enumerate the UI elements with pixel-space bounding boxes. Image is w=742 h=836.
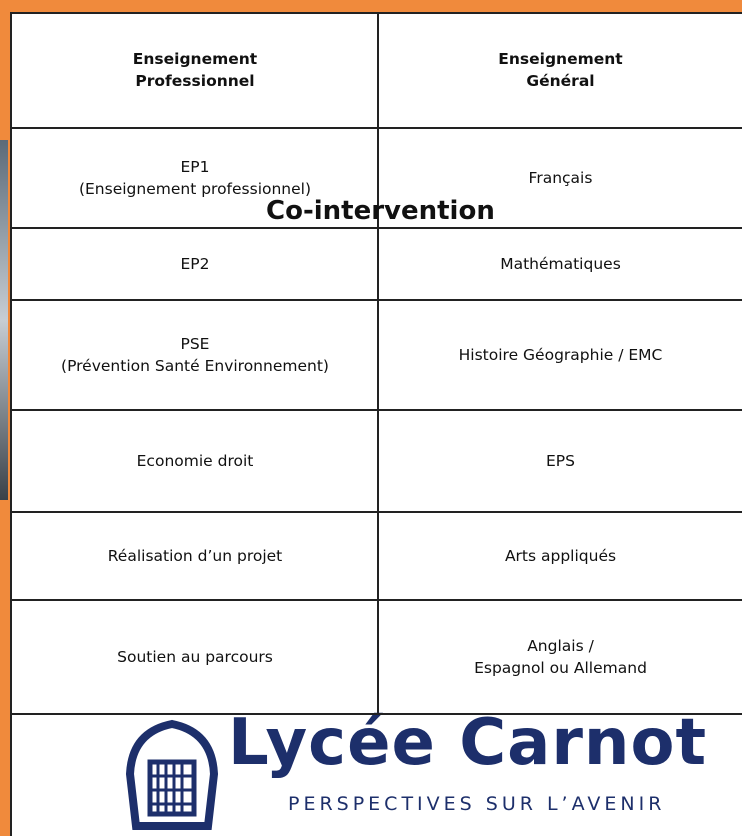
cell-line: PSE [180, 335, 210, 353]
row-divider [10, 409, 742, 411]
table [10, 12, 742, 836]
cell-line: Anglais / [527, 637, 594, 655]
table-cell: EP2 [12, 228, 378, 300]
table-cell: Français [379, 128, 742, 228]
logo-tagline: PERSPECTIVES SUR L’AVENIR [288, 793, 666, 815]
logo-name: Lycée Carnot [228, 706, 708, 780]
cell-line: (Enseignement professionnel) [78, 180, 312, 198]
cell-line: Enseignement [498, 50, 623, 68]
table-cell: Mathématiques [379, 228, 742, 300]
row-divider [10, 511, 742, 513]
row-divider [10, 227, 742, 229]
header-cell: Enseignement Professionnel [12, 12, 378, 128]
cell-line: Arts appliqués [504, 547, 617, 565]
cell-line: Soutien au parcours [117, 648, 273, 666]
table-cell: Arts appliqués [379, 512, 742, 600]
cell-line: Enseignement [132, 50, 258, 68]
cell-line: (Prévention Santé Environnement) [61, 357, 329, 375]
table-cell: Réalisation d’un projet [12, 512, 378, 600]
logo-icon [125, 719, 219, 830]
table-cell: PSE (Prévention Santé Environnement) [12, 300, 378, 410]
table-cell: Economie droit [12, 410, 378, 512]
table-cell: EP1 (Enseignement professionnel) [12, 128, 378, 228]
cell-line: EP1 [180, 158, 210, 176]
cell-line: Espagnol ou Allemand [474, 659, 647, 677]
column-divider [377, 12, 379, 714]
cell-line: Professionnel [135, 72, 255, 90]
overlay-label: Co-intervention [266, 196, 495, 226]
row-divider [10, 127, 742, 129]
cell-line: Economie droit [136, 452, 254, 470]
table-cell: Histoire Géographie / EMC [379, 300, 742, 410]
table-cell: Soutien au parcours [12, 600, 378, 714]
cell-line: EP2 [180, 255, 210, 273]
table-cell: Anglais / Espagnol ou Allemand [379, 600, 742, 714]
side-image [0, 140, 8, 500]
cell-line: Histoire Géographie / EMC [458, 346, 663, 364]
cell-line: Français [528, 169, 593, 187]
cell-line: Mathématiques [500, 255, 621, 273]
row-divider [10, 713, 742, 715]
cell-line: Réalisation d’un projet [107, 547, 283, 565]
header-cell: Enseignement Général [379, 12, 742, 128]
row-divider [10, 599, 742, 601]
row-divider [10, 299, 742, 301]
cell-line: EPS [546, 452, 575, 470]
table-cell: EPS [379, 410, 742, 512]
cell-line: Général [526, 72, 595, 90]
